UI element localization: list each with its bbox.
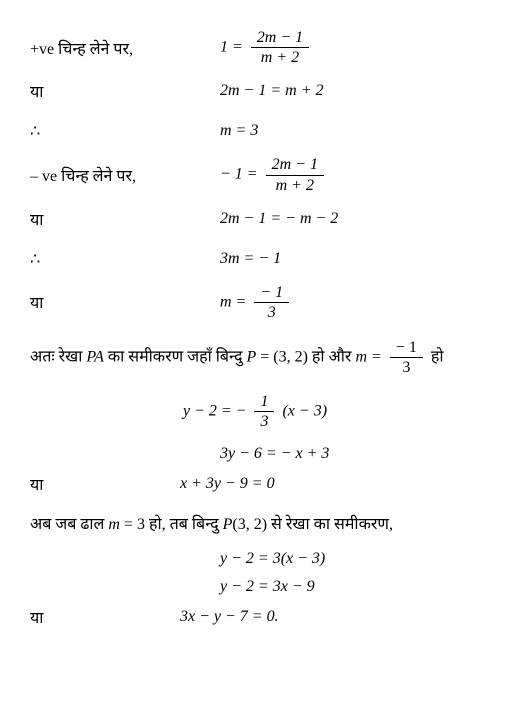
eq-l4-lhs: − 1 = <box>220 166 258 183</box>
para2-c: = 3 हो, तब बिन्दु <box>120 516 223 533</box>
eq-pos-1: 1 = 2m − 1 m + 2 <box>220 28 313 67</box>
label-or-1: या <box>30 80 220 102</box>
frac-l4-den: m + 2 <box>266 176 324 195</box>
step-therefore-2: ∴ 3m = − 1 <box>30 243 480 275</box>
eq-l5: 2m − 1 = − m − 2 <box>220 210 338 228</box>
eqA-lhs: y − 2 = − <box>183 402 247 419</box>
para1-e: = (3, 2) हो और <box>256 348 355 365</box>
label-or-F: या <box>30 606 180 628</box>
para-slope-3: अब जब ढाल m = 3 हो, तब बिन्दु P(3, 2) से… <box>30 511 480 540</box>
eq-B: 3y − 6 = − x + 3 <box>30 445 480 463</box>
frac-para1-num: − 1 <box>390 338 423 358</box>
para1-c: का समीकरण जहाँ बिन्दु <box>104 348 247 365</box>
eq-A: y − 2 = − 1 3 (x − 3) <box>30 392 480 431</box>
eq-l1-lhs: 1 = <box>220 38 243 55</box>
eq-l3: m = 3 <box>220 122 258 140</box>
label-neg-sign: – ve चिन्ह लेने पर, <box>30 164 220 186</box>
frac-para1-den: 3 <box>390 358 423 377</box>
eq-l6: 3m = − 1 <box>220 250 281 268</box>
eq-E: y − 2 = 3x − 9 <box>30 578 480 596</box>
para1-b: PA <box>86 348 103 365</box>
para1-f: m = <box>355 348 385 365</box>
step-pos-sign: +ve चिन्ह लेने पर, 1 = 2m − 1 m + 2 <box>30 28 480 67</box>
frac-eqA-num: 1 <box>254 392 274 412</box>
step-neg-sign: – ve चिन्ह लेने पर, − 1 = 2m − 1 m + 2 <box>30 155 480 194</box>
frac-l1-num: 2m − 1 <box>251 28 309 48</box>
frac-l7-num: − 1 <box>254 283 289 303</box>
step-or-1: या 2m − 1 = m + 2 <box>30 75 480 107</box>
frac-l4: 2m − 1 m + 2 <box>266 155 324 194</box>
eq-l7-lhs: m = <box>220 293 246 310</box>
para2-b: m <box>108 516 120 533</box>
label-pos-sign: +ve चिन्ह लेने पर, <box>30 37 220 59</box>
para2-a: अब जब ढाल <box>30 516 108 533</box>
para2-d: P <box>223 516 233 533</box>
frac-para1: − 13 <box>390 338 423 377</box>
step-or-2: या 2m − 1 = − m − 2 <box>30 203 480 235</box>
para-line-PA: अतः रेखा PA का समीकरण जहाँ बिन्दु P = (3… <box>30 338 480 377</box>
row-eqF: या 3x − y − 7 = 0. <box>30 606 480 628</box>
label-or-3: या <box>30 291 220 313</box>
eq-C: x + 3y − 9 = 0 <box>180 475 275 493</box>
eq-l2: 2m − 1 = m + 2 <box>220 82 324 100</box>
eq-l7: m = − 1 3 <box>220 283 293 322</box>
eq-F: 3x − y − 7 = 0. <box>180 608 279 626</box>
frac-l1-den: m + 2 <box>251 48 309 67</box>
para1-a: अतः रेखा <box>30 348 86 365</box>
step-therefore-1: ∴ m = 3 <box>30 115 480 147</box>
para1-d: P <box>246 348 256 365</box>
row-eqC: या x + 3y − 9 = 0 <box>30 473 480 495</box>
step-or-3: या m = − 1 3 <box>30 283 480 322</box>
frac-eqA-den: 3 <box>254 412 274 431</box>
frac-l7: − 1 3 <box>254 283 289 322</box>
eq-neg-1: − 1 = 2m − 1 m + 2 <box>220 155 328 194</box>
frac-l1: 2m − 1 m + 2 <box>251 28 309 67</box>
para2-e: (3, 2) से रेखा का समीकरण, <box>232 516 393 533</box>
label-or-2: या <box>30 208 220 230</box>
frac-l7-den: 3 <box>254 303 289 322</box>
label-or-C: या <box>30 473 180 495</box>
frac-eqA: 1 3 <box>254 392 274 431</box>
eq-D: y − 2 = 3(x − 3) <box>30 550 480 568</box>
para1-g: हो <box>427 348 444 365</box>
frac-l4-num: 2m − 1 <box>266 155 324 175</box>
label-therefore-1: ∴ <box>30 121 220 141</box>
label-therefore-2: ∴ <box>30 249 220 269</box>
eqA-rhs: (x − 3) <box>282 402 327 419</box>
